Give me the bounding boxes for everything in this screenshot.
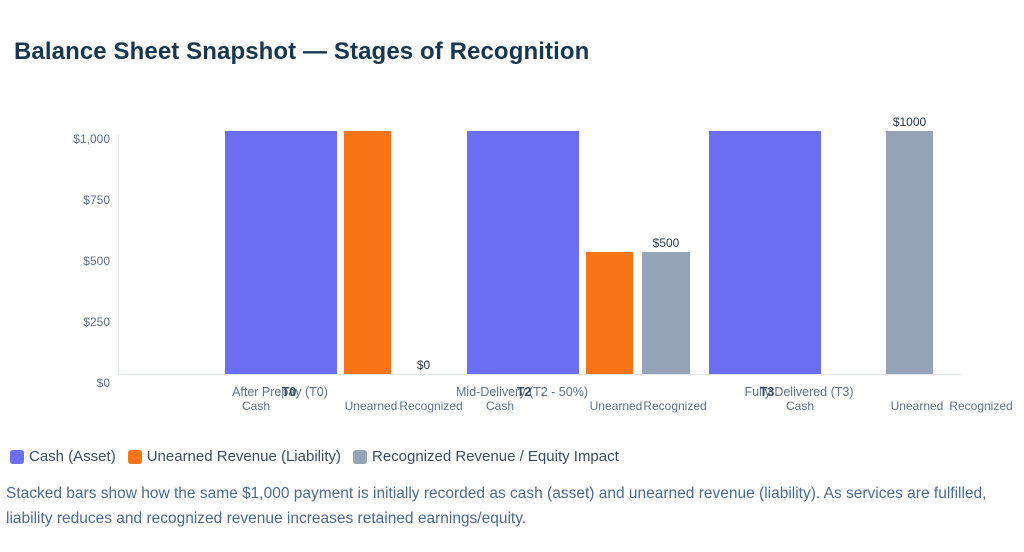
bar-cash-t2: [467, 131, 579, 374]
bar-recognized-t3: [886, 131, 933, 374]
bar-chart: $1,000 $750 $500 $250 $0 Cash Unearned $0 Recogn…: [73, 115, 1013, 413]
x-axis-stage-tag: T2: [516, 385, 532, 399]
bar-unearned-t2: [586, 252, 633, 374]
x-axis-bar-label: Recognized: [399, 399, 463, 413]
x-axis-bar-label: Cash: [241, 399, 271, 413]
x-axis-bar-label: Unearned: [344, 399, 398, 413]
legend-item-recognized[interactable]: Recognized Revenue / Equity Impact: [352, 448, 619, 465]
x-axis-bar-label: Recognized: [949, 399, 1013, 413]
legend-swatch-icon: [10, 449, 24, 464]
x-axis-group-label: Mid-Delivery (T2 - 50%): [456, 385, 588, 399]
legend-item-unearned[interactable]: Unearned Revenue (Liability): [127, 448, 341, 465]
x-axis-group-label: After Prepay (T0): [232, 385, 328, 399]
legend-swatch-icon: [127, 449, 142, 464]
legend-item-cash[interactable]: Cash (Asset): [10, 448, 116, 465]
bar-recognized-t2: [642, 252, 690, 374]
y-axis-tick-label: $750: [83, 193, 110, 207]
x-axis-bar-label: Unearned: [589, 399, 643, 413]
x-axis-stage-tag: T3: [759, 385, 775, 399]
bar-cash-t3: [709, 131, 821, 374]
legend-label: Recognized Revenue / Equity Impact: [371, 448, 619, 465]
y-axis-tick-label: $250: [83, 315, 110, 329]
x-axis-bar-label: Cash: [485, 399, 515, 413]
bar-value-label: $500: [652, 236, 680, 250]
x-axis-group-label: Fully Delivered (T3): [744, 385, 854, 399]
chart-caption: Stacked bars show how the same $1,000 pa…: [6, 485, 987, 527]
legend-label: Cash (Asset): [29, 448, 116, 465]
x-axis-stage-tag: T0: [281, 385, 297, 399]
x-axis-line: [118, 374, 962, 375]
y-axis-tick-label: $500: [83, 254, 110, 268]
y-axis-tick-label: $0: [96, 376, 110, 390]
x-axis-bar-label: Cash: [785, 399, 815, 413]
bar-unearned-t0: [344, 131, 391, 374]
bar-value-label: $1000: [892, 115, 927, 129]
legend: Cash (Asset) Unearned Revenue (Liability)…: [10, 448, 619, 465]
y-axis-line: [118, 135, 119, 374]
legend-label: Unearned Revenue (Liability): [146, 448, 341, 465]
bar-cash-t0: [225, 131, 337, 374]
page-title: Balance Sheet Snapshot — Stages of Recog…: [14, 38, 590, 65]
x-axis-bar-label: Recognized: [643, 399, 707, 413]
bar-value-label: $0: [416, 358, 431, 372]
x-axis-bar-label: Unearned: [890, 399, 944, 413]
y-axis-tick-label: $1,000: [73, 132, 110, 146]
legend-swatch-icon: [352, 449, 367, 464]
